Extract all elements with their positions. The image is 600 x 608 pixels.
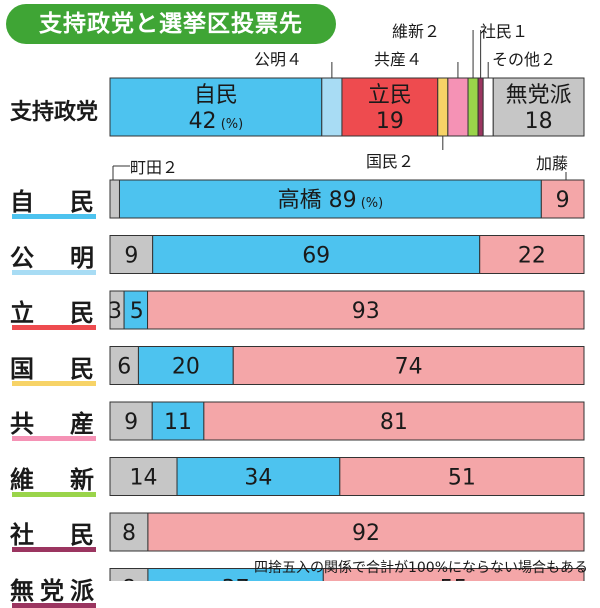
vote-label-2-0: 3 bbox=[108, 299, 122, 324]
vote-bar-3-0 bbox=[109, 346, 139, 385]
support-segment-3 bbox=[437, 77, 449, 137]
vote-row-label-5: 維 新 bbox=[10, 465, 100, 494]
vote-bar-7-1 bbox=[147, 568, 324, 581]
vote-bar-5-2 bbox=[339, 457, 585, 496]
vote-bar-5-0 bbox=[109, 457, 178, 496]
vote-label-4-2: 81 bbox=[380, 410, 408, 435]
vote-row-underline-5 bbox=[12, 491, 96, 497]
vote-label-3-2: 74 bbox=[395, 355, 423, 380]
annotation-shamin: 社民１ bbox=[480, 22, 529, 41]
vote-bar-2-2 bbox=[147, 290, 585, 330]
vote-bar-7-0 bbox=[109, 568, 149, 581]
vote-row-underline-3 bbox=[12, 380, 96, 386]
vote-label-0-2: 9 bbox=[556, 188, 570, 213]
footnote: 四捨五入の関係で合計が100%にならない場合もある bbox=[253, 560, 588, 576]
support-segment-1 bbox=[321, 77, 343, 137]
vote-row-label-0: 自 民 bbox=[10, 188, 100, 216]
vote-label-1-1: 69 bbox=[302, 244, 330, 269]
support-segment-name-0: 自民 bbox=[194, 83, 238, 108]
vote-row-label-1: 公 明 bbox=[10, 243, 100, 272]
vote-label-5-1: 34 bbox=[244, 466, 272, 491]
vote-label-7-1: 37 bbox=[222, 577, 250, 582]
vote-row-label-6: 社 民 bbox=[10, 521, 100, 549]
chart-title: 支持政党と選挙区投票先 bbox=[6, 4, 336, 44]
support-segment-name-2: 立民 bbox=[368, 83, 412, 108]
vote-label-2-1: 5 bbox=[130, 299, 144, 324]
vote-bar-0-2 bbox=[540, 179, 585, 219]
vote-row-label-4: 共 産 bbox=[10, 410, 100, 438]
support-segment-7 bbox=[482, 77, 494, 137]
vote-label-6-0: 8 bbox=[122, 521, 136, 546]
support-segment-value-2: 19 bbox=[376, 109, 404, 134]
vote-label-3-0: 6 bbox=[117, 355, 131, 380]
support-segment-6 bbox=[477, 77, 484, 137]
annotation-machida: 町田２ bbox=[130, 158, 179, 177]
annotation-kokumin: 国民２ bbox=[366, 152, 415, 171]
vote-label-7-2: 55 bbox=[440, 577, 468, 582]
annotation-other: その他２ bbox=[492, 50, 557, 69]
vote-bar-0-0 bbox=[109, 179, 120, 219]
support-segment-value-8: 18 bbox=[525, 109, 553, 134]
support-segment-4 bbox=[447, 77, 469, 137]
vote-bar-1-1 bbox=[152, 235, 481, 274]
vote-row-underline-4 bbox=[12, 436, 96, 441]
vote-label-1-2: 22 bbox=[518, 244, 546, 269]
vote-bar-1-2 bbox=[479, 235, 585, 274]
vote-row-underline-6 bbox=[12, 547, 96, 552]
vote-label-4-1: 11 bbox=[164, 410, 192, 435]
vote-bar-6-2 bbox=[147, 512, 585, 552]
vote-row-label-2: 立 民 bbox=[10, 299, 100, 327]
annotation-kato: 加藤 bbox=[536, 154, 569, 173]
vote-label-3-1: 20 bbox=[172, 355, 200, 380]
vote-bar-3-1 bbox=[137, 346, 234, 385]
vote-label-5-2: 51 bbox=[448, 466, 476, 491]
support-segment-name-8: 無党派 bbox=[506, 83, 572, 108]
vote-row-underline-1 bbox=[12, 269, 96, 275]
vote-row-underline-7 bbox=[12, 602, 96, 608]
annotation-ishin: 維新２ bbox=[392, 22, 441, 41]
vote-bar-4-1 bbox=[151, 401, 205, 441]
vote-bar-4-0 bbox=[109, 401, 153, 441]
vote-bar-4-2 bbox=[203, 401, 585, 441]
support-segment-0 bbox=[109, 77, 323, 137]
support-segment-5 bbox=[467, 77, 479, 137]
annotation-kyosan: 共産４ bbox=[374, 50, 423, 69]
annotation-komei: 公明４ bbox=[254, 50, 303, 69]
vote-bar-0-1 bbox=[118, 179, 542, 219]
vote-label-1-0: 9 bbox=[124, 244, 138, 269]
vote-label-7-0: 8 bbox=[122, 577, 136, 582]
vote-bar-5-1 bbox=[176, 457, 341, 496]
vote-bar-7-2 bbox=[322, 568, 585, 581]
vote-row-underline-2 bbox=[12, 325, 96, 330]
vote-bar-1-0 bbox=[109, 235, 154, 274]
support-segment-8 bbox=[492, 77, 585, 137]
vote-row-label-3: 国 民 bbox=[10, 354, 100, 383]
vote-label-4-0: 9 bbox=[124, 410, 138, 435]
vote-row-underline-0 bbox=[12, 214, 96, 219]
vote-label-5-0: 14 bbox=[130, 466, 158, 491]
vote-label-6-2: 92 bbox=[352, 521, 380, 546]
vote-label-2-2: 93 bbox=[352, 299, 380, 324]
vote-bar-3-2 bbox=[232, 346, 585, 385]
support-row-label: 支持政党 bbox=[10, 100, 99, 125]
